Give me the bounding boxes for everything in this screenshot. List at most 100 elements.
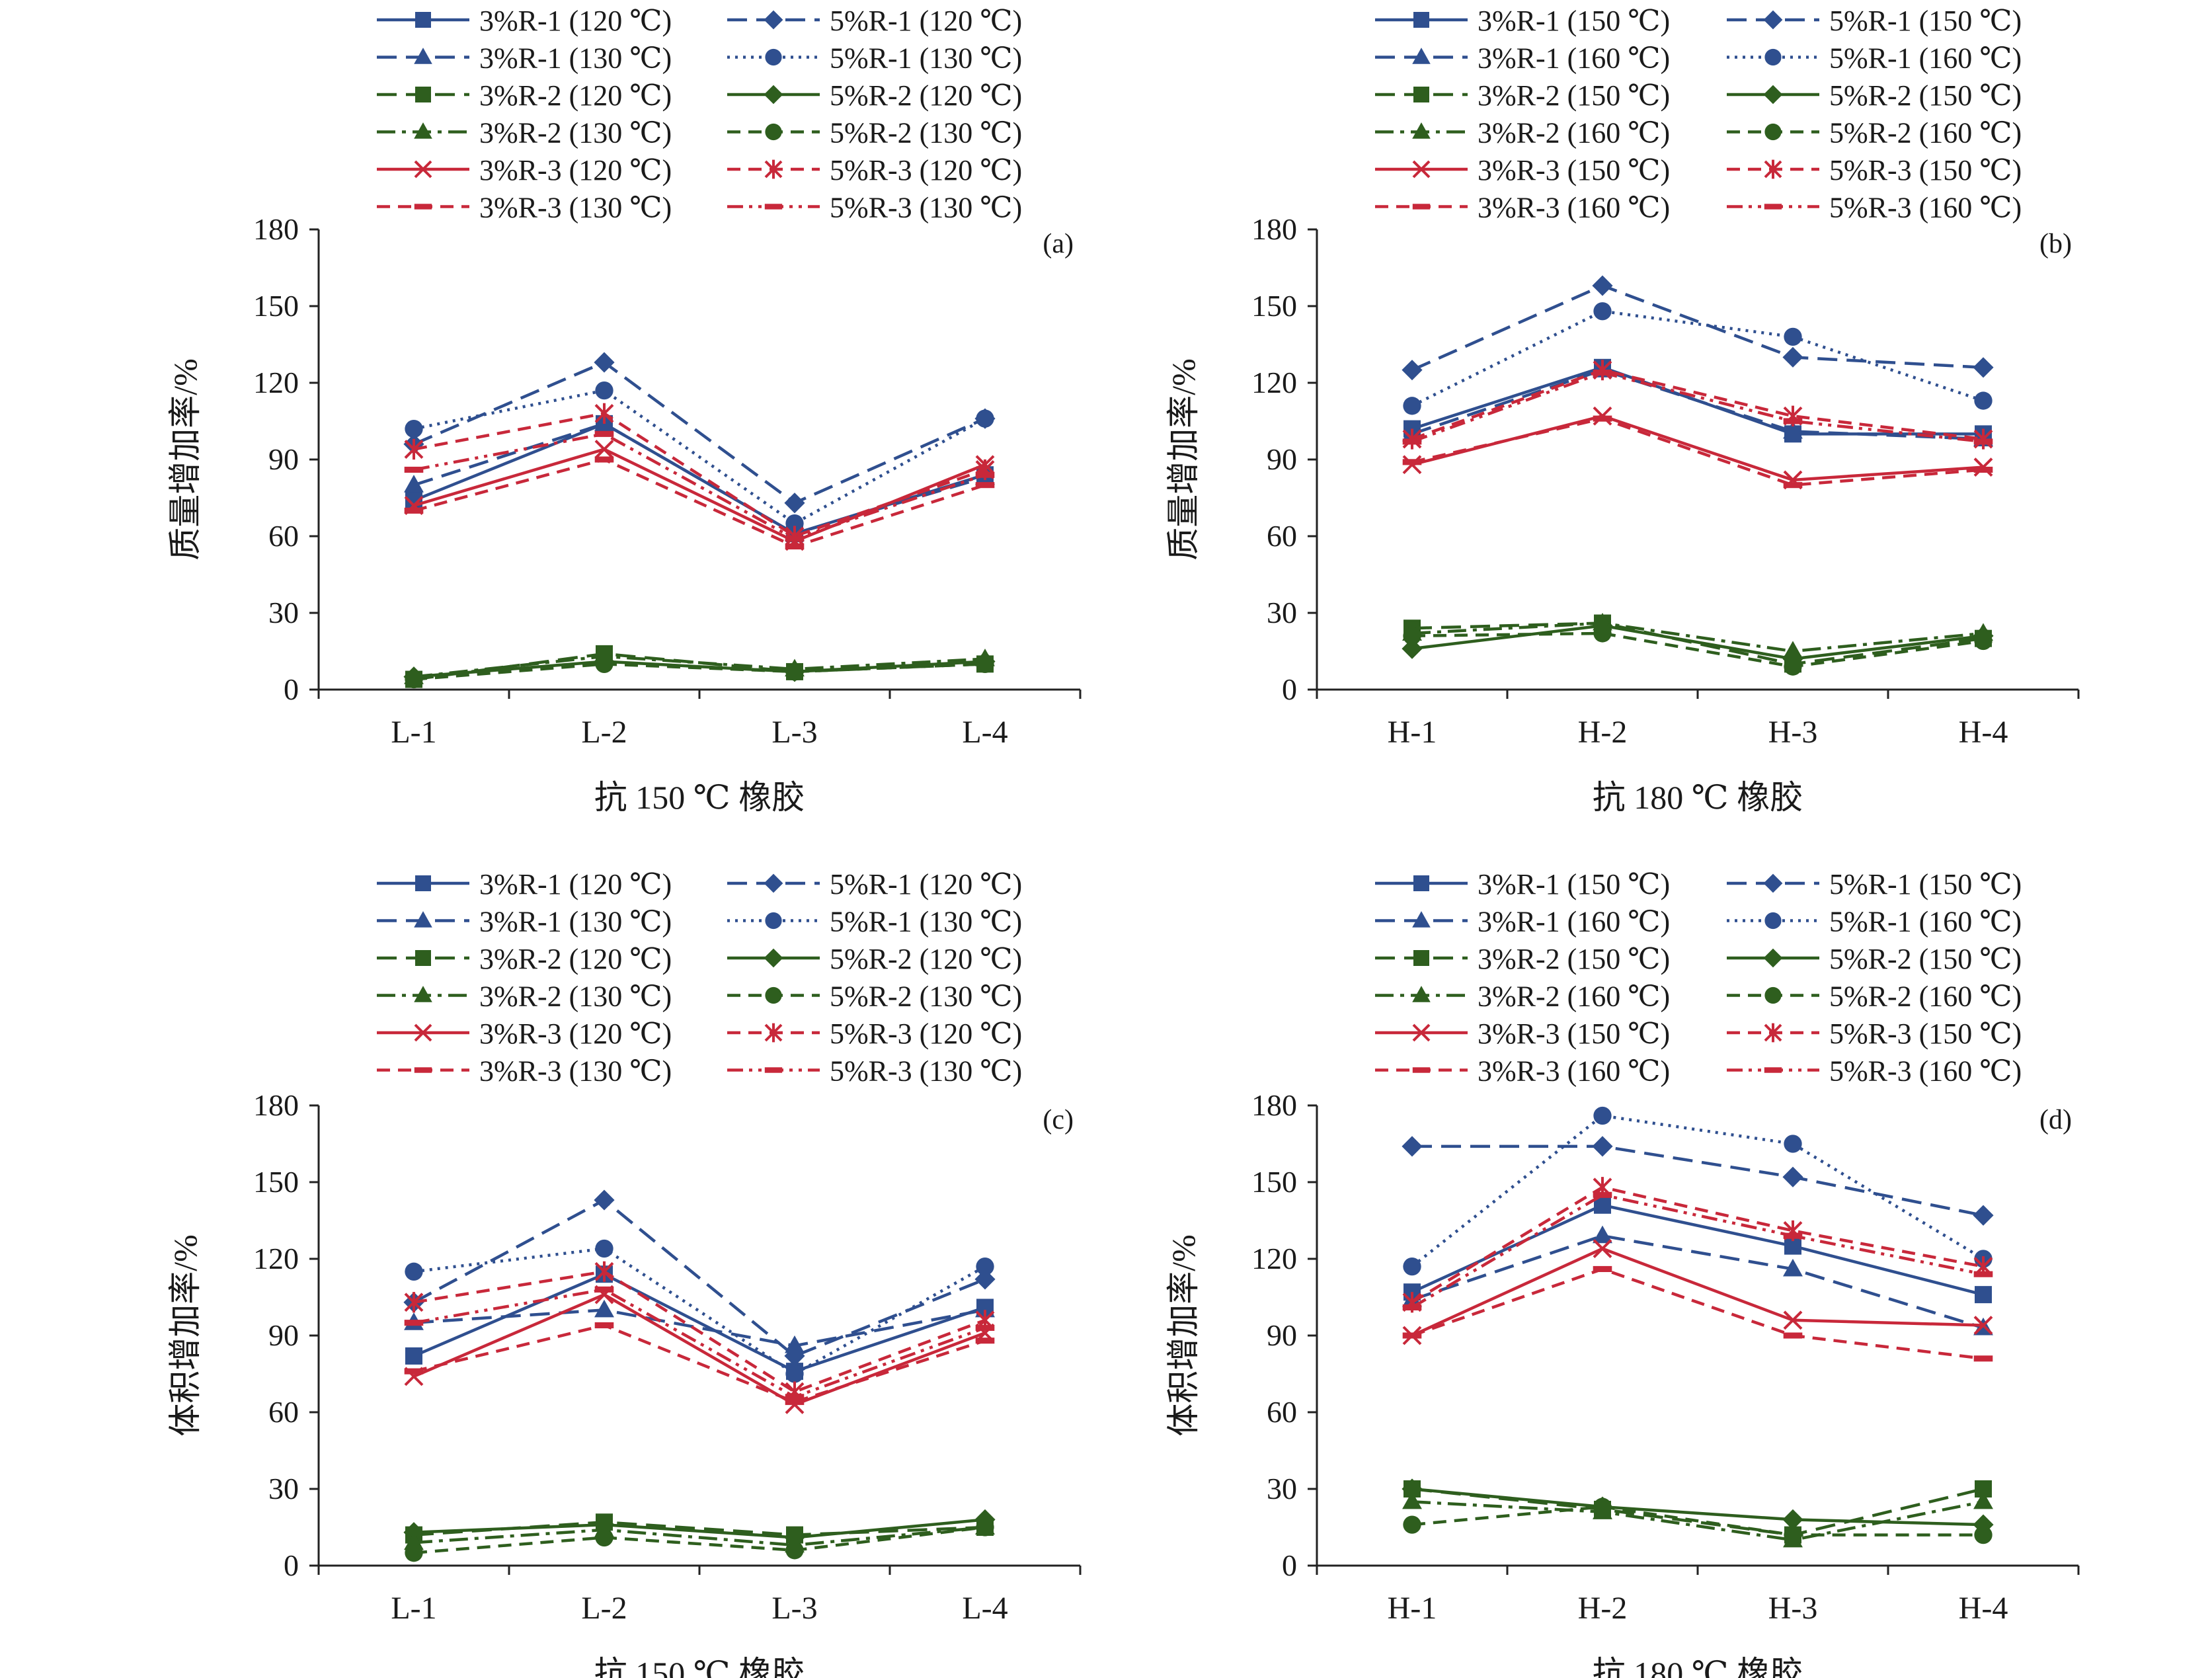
y-axis-title: 体积增加率/%	[167, 1234, 204, 1437]
series-line	[413, 389, 986, 526]
series-line	[1411, 1500, 1984, 1542]
data-point	[975, 1324, 995, 1331]
legend-entry: 5%R-3 (130 ℃)	[830, 1055, 1022, 1088]
data-point	[404, 507, 424, 514]
series-line	[1411, 1247, 1984, 1338]
legend-marker	[764, 85, 783, 104]
data-point	[1402, 1478, 1423, 1499]
data-point	[1973, 466, 1993, 473]
data-point	[595, 1239, 613, 1258]
data-point	[1592, 275, 1613, 296]
legend-marker	[1412, 122, 1431, 139]
data-point	[1974, 391, 1993, 410]
legend-marker	[765, 986, 782, 1004]
series-line	[413, 422, 986, 536]
data-point	[1783, 418, 1803, 424]
series-line	[1411, 1267, 1984, 1361]
x-tick-label: H-2	[1578, 715, 1628, 750]
data-point	[975, 471, 995, 478]
data-point	[1974, 1525, 1993, 1544]
data-point	[1402, 459, 1422, 465]
x-tick-label: H-2	[1578, 1591, 1628, 1626]
legend-entry: 5%R-3 (120 ℃)	[830, 1018, 1022, 1050]
legend-entry: 3%R-2 (130 ℃)	[479, 117, 672, 149]
legend-entry: 3%R-3 (130 ℃)	[479, 1055, 672, 1088]
y-tick-label: 0	[1282, 672, 1297, 706]
data-point	[405, 1544, 423, 1562]
legend-marker	[1764, 1023, 1782, 1043]
y-tick-label: 90	[1267, 1318, 1297, 1352]
legend-marker	[1763, 873, 1783, 893]
y-tick-label: 60	[1267, 1395, 1297, 1429]
data-point	[405, 419, 423, 438]
x-tick-label: L-1	[391, 1591, 436, 1626]
legend-marker	[764, 204, 783, 210]
data-point	[784, 493, 805, 514]
legend-marker	[414, 204, 432, 210]
legend-marker	[1764, 48, 1782, 66]
data-point	[594, 456, 614, 463]
legend-entry: 5%R-3 (150 ℃)	[1829, 1018, 2022, 1050]
data-point	[1973, 438, 1993, 445]
data-point	[1973, 1355, 1993, 1362]
y-tick-label: 30	[1267, 596, 1297, 629]
data-point	[1783, 420, 1803, 439]
legend-marker	[764, 1023, 783, 1043]
data-point	[785, 536, 805, 542]
legend-entry: 3%R-1 (160 ℃)	[1478, 906, 1670, 938]
y-tick-label: 60	[1267, 519, 1297, 553]
legend-entry: 3%R-3 (160 ℃)	[1478, 1055, 1670, 1088]
data-point	[1593, 1225, 1612, 1244]
data-point	[1783, 482, 1803, 489]
legend-marker	[414, 1067, 432, 1073]
series-line	[413, 1525, 986, 1547]
series-line	[413, 662, 986, 681]
series-line	[413, 1198, 986, 1358]
data-point	[404, 1292, 424, 1313]
data-point	[1973, 1316, 1993, 1335]
legend-entry: 5%R-2 (150 ℃)	[1829, 79, 2022, 112]
legend-entry: 5%R-1 (150 ℃)	[1829, 868, 2022, 900]
y-tick-label: 180	[1251, 212, 1297, 246]
legend-marker	[1413, 875, 1429, 891]
data-point	[785, 1541, 804, 1560]
legend-marker	[764, 948, 783, 968]
data-point	[1783, 1310, 1803, 1330]
data-point	[1402, 1304, 1422, 1311]
legend-entry: 3%R-2 (120 ℃)	[479, 943, 672, 975]
data-point	[404, 1320, 424, 1326]
data-point	[404, 466, 424, 473]
data-point	[1403, 1257, 1421, 1276]
legend-marker	[1764, 123, 1782, 141]
y-tick-label: 90	[268, 442, 299, 476]
legend-marker	[414, 1023, 432, 1042]
x-tick-label: L-2	[581, 1591, 627, 1626]
data-point	[1973, 1205, 1994, 1226]
data-point	[1783, 1332, 1803, 1339]
series-line	[1411, 1234, 1984, 1330]
y-tick-label: 180	[1251, 1088, 1297, 1122]
legend-entry: 5%R-1 (120 ℃)	[830, 868, 1022, 900]
data-point	[1784, 1135, 1802, 1153]
y-tick-label: 180	[253, 212, 299, 246]
data-point	[1783, 1232, 1803, 1239]
x-tick-label: H-4	[1959, 715, 2008, 750]
series-line	[1412, 1144, 1984, 1217]
legend-marker	[1412, 911, 1431, 928]
legend-entry: 5%R-2 (130 ℃)	[830, 117, 1022, 149]
legend-entry: 3%R-1 (160 ℃)	[1478, 42, 1670, 75]
data-point	[1975, 1286, 1992, 1304]
series-line	[413, 360, 986, 505]
legend-marker	[414, 911, 432, 928]
legend-entry: 5%R-1 (120 ℃)	[830, 5, 1022, 37]
series-line	[1411, 368, 1984, 441]
legend-marker	[1764, 912, 1782, 930]
legend-marker	[765, 912, 782, 930]
y-tick-label: 150	[253, 289, 299, 323]
legend-entry: 5%R-2 (150 ℃)	[1829, 943, 2022, 975]
data-point	[1593, 1191, 1612, 1198]
legend-marker	[1764, 159, 1782, 179]
y-axis-title: 质量增加率/%	[1165, 358, 1202, 561]
chart-panel-c: 0 30 60 90 120 150 180 L-1 L-2 L-3 L-4 抗 150 ℃ 橡胶 体积…	[167, 868, 1082, 1678]
